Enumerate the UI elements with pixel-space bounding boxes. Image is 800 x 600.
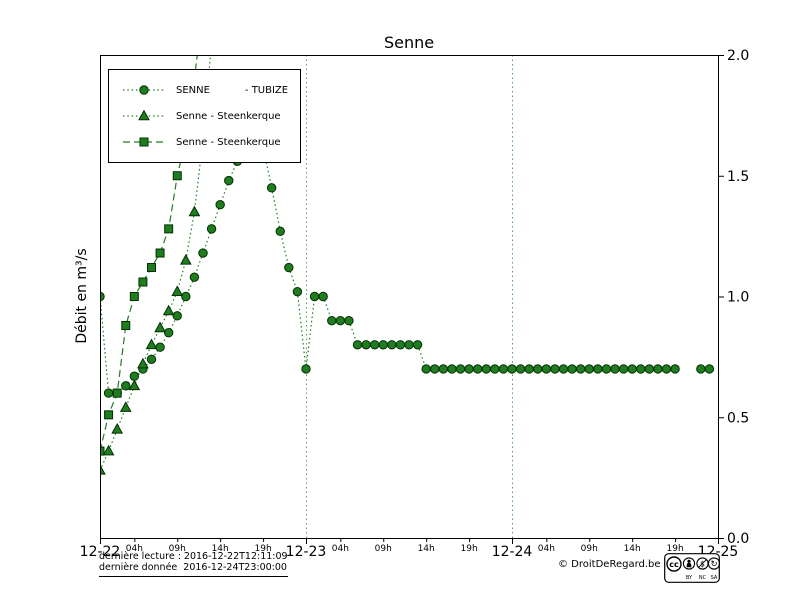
svg-text:12-23: 12-23 [286, 544, 327, 560]
x-axis-day-ticks: 12-22 12-23 12-24 12-25 [80, 538, 738, 560]
svg-text:14h: 14h [212, 544, 229, 554]
svg-text:04h: 04h [538, 544, 555, 554]
svg-text:1.0: 1.0 [727, 290, 749, 306]
svg-text:12-24: 12-24 [492, 544, 533, 560]
svg-text:↻: ↻ [710, 560, 717, 570]
cc-license-badge[interactable]: cc $ ↻ BY NC SA [664, 553, 720, 583]
cc-logo-icon [666, 556, 682, 572]
y-axis-ticks: 0.0 0.5 1.0 1.5 2.0 [718, 48, 749, 547]
svg-text:0.0: 0.0 [727, 531, 749, 547]
svg-text:12-22: 12-22 [80, 544, 121, 560]
cc-by-label: BY [686, 575, 693, 581]
svg-text:2.0: 2.0 [727, 48, 749, 64]
svg-text:09h: 09h [581, 544, 598, 554]
last-data-line: dernière donnée 2016-12-24T23:00:00 [99, 562, 287, 573]
x-axis-hour-ticks: 04h 09h 14h 19h 04h 09h 14h 19h 04h 09h 14h 19h [126, 538, 684, 554]
cc-logo-text: cc [669, 560, 679, 569]
series-tubize-circles [100, 134, 715, 398]
last-reading-line: dernière lecture : 2016-12-22T12:11:09 [99, 551, 288, 562]
legend-entry-tubize: SENNE - TUBIZE [121, 77, 288, 103]
series-steenkerque-triangles [100, 55, 212, 475]
legend-entry-steenkerque-1: Senne - Steenkerque [121, 103, 288, 129]
legend-label-steenkerque-2: Senne - Steenkerque [176, 136, 281, 148]
legend-label-steenkerque-1: Senne - Steenkerque [176, 110, 281, 122]
cc-nc-label: NC [699, 575, 707, 581]
chart-title: Senne [383, 33, 435, 52]
svg-text:04h: 04h [332, 544, 349, 554]
svg-text:04h: 04h [126, 544, 143, 554]
svg-text:09h: 09h [375, 544, 392, 554]
line-triangle-marker-icon [123, 109, 165, 121]
svg-text:0.5: 0.5 [727, 410, 749, 426]
svg-text:19h: 19h [667, 544, 684, 554]
cc-by-icon [682, 557, 696, 570]
line-circle-marker-icon [123, 85, 165, 95]
svg-text:09h: 09h [169, 544, 186, 554]
last-reading-info: dernière lecture : 2016-12-22T12:11:09 d… [99, 551, 288, 577]
y-axis-label: Débit en m³/s [74, 248, 90, 344]
svg-text:19h: 19h [255, 544, 272, 554]
line-square-marker-icon [123, 137, 165, 147]
svg-text:14h: 14h [624, 544, 641, 554]
legend-label-tubize: SENNE - TUBIZE [176, 84, 289, 96]
copyright-text: © DroitDeRegard.be [558, 559, 661, 570]
legend-entry-steenkerque-2: Senne - Steenkerque [121, 129, 288, 155]
svg-text:1.5: 1.5 [727, 169, 749, 185]
cc-sa-label: SA [711, 575, 718, 581]
day-gridlines [306, 55, 513, 538]
cc-sa-icon: ↻ [707, 557, 720, 570]
svg-text:14h: 14h [418, 544, 435, 554]
legend: SENNE - TUBIZE Senne - Steenkerque Senne… [108, 69, 302, 163]
svg-text:19h: 19h [461, 544, 478, 554]
